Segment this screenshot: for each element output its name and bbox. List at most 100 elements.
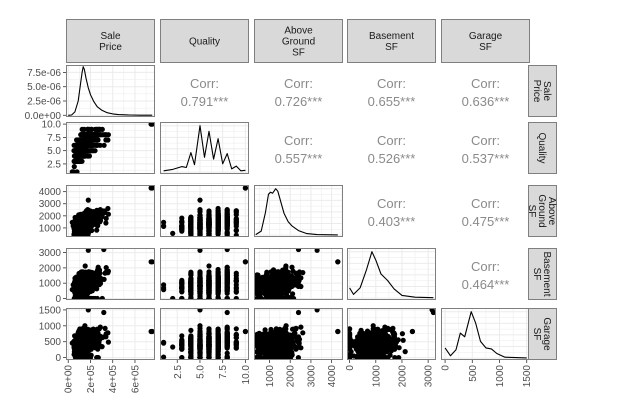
scatter-point: [79, 158, 85, 164]
scatter-point: [335, 259, 341, 265]
scatter-point: [80, 278, 86, 284]
scatter-point: [224, 229, 230, 235]
scatter-point: [71, 231, 77, 237]
scatter-point: [188, 295, 194, 300]
panel-border: [66, 122, 155, 174]
panel-quality-vs-quality: [160, 122, 249, 174]
panel-border: [160, 185, 249, 237]
scatter-point: [282, 272, 288, 278]
panel-marks: [69, 122, 155, 174]
scatter-point: [179, 295, 185, 300]
scatter-point: [101, 208, 107, 214]
corr-value: 0.636***: [462, 94, 510, 109]
scatter-point: [75, 158, 81, 164]
scatter-point: [91, 132, 97, 138]
panel-basement_sf-vs-above_ground_sf: [254, 248, 343, 300]
corr-label: Corr:: [471, 76, 500, 91]
scatter-point: [224, 220, 230, 226]
scatter-point: [262, 274, 268, 280]
panel-above_ground_sf-vs-sale_price: [66, 185, 155, 237]
scatter-point: [206, 280, 212, 286]
scatter-point: [197, 212, 203, 218]
scatter-point: [85, 126, 91, 132]
scatter-point: [77, 142, 83, 148]
scatter-point: [74, 295, 81, 300]
scatter-point: [94, 126, 100, 132]
panel-border: [66, 248, 155, 300]
scatter-point: [233, 219, 239, 225]
scatter-point: [80, 269, 86, 275]
panel-marks: [161, 185, 248, 237]
scatter-point: [89, 295, 95, 300]
scatter-point: [179, 222, 185, 228]
scatter-point: [88, 126, 95, 132]
panel-marks: [69, 248, 155, 300]
scatter-point: [269, 270, 275, 276]
panel-marks: [254, 248, 341, 300]
scatter-point: [283, 276, 289, 282]
scatter-point: [215, 219, 221, 225]
scatter-point: [161, 282, 167, 288]
scatter-point: [179, 280, 185, 287]
scatter-point: [271, 277, 277, 283]
scatter-point: [101, 248, 107, 253]
corr-label: Corr:: [377, 196, 406, 211]
scatter-point: [242, 259, 248, 265]
scatter-point: [197, 217, 203, 223]
corr-label: Corr:: [377, 133, 406, 148]
scatter-point: [188, 281, 194, 287]
scatter-point: [188, 290, 194, 296]
scatter-point: [295, 272, 302, 279]
panel-basement_sf-vs-basement_sf: [347, 248, 436, 300]
panel-border: [254, 185, 343, 237]
scatter-point: [290, 268, 296, 274]
scatter-point: [206, 217, 212, 223]
scatter-point: [197, 295, 203, 300]
corr-cell-sale_price-basement_sf: Corr:0.655***: [368, 76, 416, 109]
scatter-point: [224, 287, 230, 293]
scatter-point: [75, 148, 81, 154]
scatter-point: [242, 185, 248, 191]
panel-basement_sf-vs-quality: [160, 248, 249, 300]
scatter-point: [206, 273, 212, 279]
scatter-point: [188, 231, 194, 237]
scatter-point: [281, 280, 287, 286]
panel-quality-vs-sale_price: [66, 122, 155, 174]
scatter-point: [215, 227, 221, 234]
scatter-point: [233, 228, 239, 234]
scatter-point: [94, 227, 100, 233]
scatter-point: [233, 282, 239, 288]
scatter-point: [105, 132, 111, 138]
scatter-point: [293, 276, 299, 282]
corr-label: Corr:: [284, 76, 313, 91]
scatter-point: [89, 227, 95, 234]
scatter-point: [94, 279, 100, 285]
scatter-point: [75, 224, 81, 230]
scatter-point: [314, 248, 320, 253]
corr-value: 0.791***: [181, 94, 229, 109]
density-line-basement_sf: [349, 251, 434, 299]
panel-garage_sf-vs-sale_price: [66, 308, 155, 360]
scatter-point: [197, 270, 203, 277]
corr-value: 0.537***: [462, 151, 510, 166]
scatter-point: [148, 122, 154, 127]
scatter-point: [295, 248, 302, 253]
corr-value: 0.403***: [368, 214, 416, 229]
scatter-point: [95, 355, 101, 360]
corr-value: 0.557***: [275, 151, 323, 166]
scatter-point: [84, 295, 90, 300]
panel-marks: [349, 251, 434, 299]
scatter-point: [266, 291, 273, 298]
scatter-point: [224, 214, 230, 220]
corr-label: Corr:: [190, 76, 219, 91]
scatter-point: [103, 215, 109, 222]
scatter-point: [87, 220, 94, 226]
scatter-point: [188, 223, 194, 229]
scatter-point: [101, 132, 107, 138]
scatter-point: [289, 295, 295, 300]
scatter-point: [206, 232, 212, 237]
panel-border: [66, 65, 155, 117]
scatter-point: [94, 211, 100, 217]
scatter-point: [87, 273, 94, 279]
